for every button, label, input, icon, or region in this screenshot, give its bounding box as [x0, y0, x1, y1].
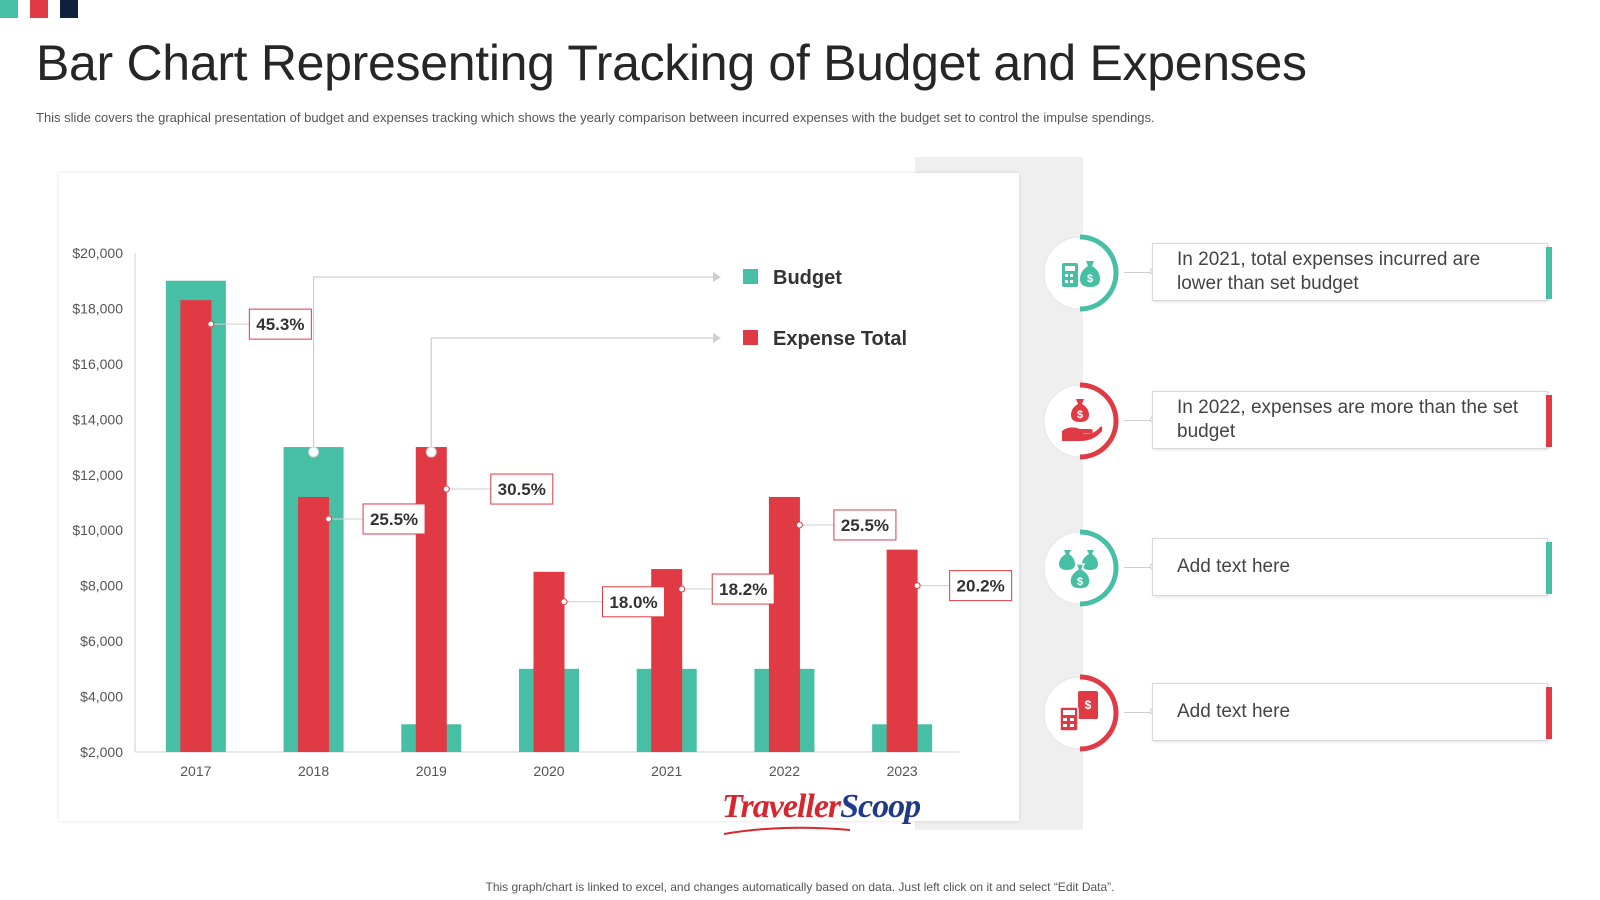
callout-text-box[interactable]: Add text here	[1152, 538, 1548, 596]
callout-2[interactable]: $ In 2022, expenses are more than the se…	[1040, 381, 1560, 461]
expense-bar	[180, 300, 212, 752]
expense-bar	[886, 549, 918, 752]
y-tick-label: $4,000	[80, 689, 123, 705]
x-tick-label: 2022	[769, 763, 800, 779]
expense-bar	[298, 496, 330, 752]
callout-accent-bar	[1546, 687, 1552, 739]
callout-1[interactable]: $ In 2021, total expenses incurred are l…	[1040, 233, 1560, 313]
percent-label: 20.2%	[957, 577, 1005, 596]
legend-arrow	[713, 333, 721, 343]
x-tick-label: 2023	[887, 763, 918, 779]
legend-anchor-dot	[425, 446, 437, 458]
legend-connector	[312, 276, 713, 448]
x-tick-label: 2021	[651, 763, 682, 779]
legend-arrow	[713, 272, 721, 282]
percent-label: 25.5%	[841, 516, 889, 535]
callout-text-box[interactable]: In 2022, expenses are more than the set …	[1152, 391, 1548, 449]
percent-label-box	[248, 308, 312, 340]
footer-note: This graph/chart is linked to excel, and…	[485, 880, 1115, 894]
x-tick-label: 2020	[533, 763, 564, 779]
y-tick-label: $6,000	[80, 633, 123, 649]
bar-chart[interactable]: $2,000 $4,000 $6,000 $8,000 $10,000 $12,000 $1…	[59, 173, 1019, 821]
page-title: Bar Chart Representing Tracking of Budge…	[36, 35, 1307, 91]
percent-marker-dot	[442, 485, 450, 493]
y-tick-label: $8,000	[80, 578, 123, 594]
percent-label-box	[949, 570, 1013, 602]
x-tick-label: 2019	[416, 763, 447, 779]
percent-label: 30.5%	[498, 480, 546, 499]
svg-text:$: $	[1077, 576, 1083, 588]
percent-marker-dot	[913, 582, 921, 590]
percent-marker-dot	[325, 515, 333, 523]
y-tick-label: $14,000	[72, 411, 123, 427]
legend-budget-swatch	[743, 269, 758, 284]
x-tick-label: 2018	[298, 763, 329, 779]
calculator-moneybag-icon: $	[1043, 234, 1119, 312]
page-subtitle: This slide covers the graphical presenta…	[36, 110, 1155, 125]
percent-label: 18.2%	[719, 580, 767, 599]
expense-bar	[768, 496, 800, 752]
corner-square-navy	[60, 0, 78, 18]
callout-text: In 2022, expenses are more than the set …	[1177, 397, 1519, 442]
svg-text:$: $	[1087, 273, 1093, 285]
legend-expense-swatch	[743, 330, 758, 345]
percent-label-box	[362, 503, 426, 535]
hand-moneybag-icon: $	[1043, 382, 1119, 460]
callout-connector	[1124, 420, 1154, 421]
callout-accent-bar	[1546, 542, 1552, 594]
callout-text: In 2021, total expenses incurred are low…	[1177, 249, 1481, 294]
y-tick-label: $16,000	[72, 356, 123, 372]
moneybags-icon: $	[1043, 529, 1119, 607]
traveller-scoop-logo: TravellerScoop	[722, 788, 921, 826]
calculator-document-icon: $	[1043, 674, 1119, 752]
y-tick-label: $12,000	[72, 467, 123, 483]
chart-card[interactable]: $2,000 $4,000 $6,000 $8,000 $10,000 $12,000 $1…	[59, 173, 1019, 821]
percent-label-box	[490, 473, 554, 505]
callout-4[interactable]: $ Add text here	[1040, 673, 1560, 753]
percent-label-box	[711, 573, 775, 605]
callout-3[interactable]: $ Add text here	[1040, 528, 1560, 608]
logo-text-part2: Scoop	[840, 788, 921, 825]
percent-marker-dot	[678, 585, 686, 593]
svg-text:$: $	[1077, 409, 1083, 421]
callout-text: Add text here	[1177, 556, 1291, 577]
corner-square-red	[30, 0, 48, 18]
percent-marker-dot	[560, 598, 568, 606]
callout-text-box[interactable]: In 2021, total expenses incurred are low…	[1152, 243, 1548, 301]
callout-text-box[interactable]: Add text here	[1152, 683, 1548, 741]
svg-text:$: $	[1085, 698, 1092, 712]
corner-square-teal	[0, 0, 18, 18]
x-tick-label: 2017	[180, 763, 211, 779]
callout-connector	[1124, 712, 1154, 713]
y-tick-label: $2,000	[80, 744, 123, 760]
percent-marker-dot	[207, 320, 215, 328]
percent-marker-dot	[795, 521, 803, 529]
callout-connector	[1124, 272, 1154, 273]
percent-label-box	[602, 586, 665, 618]
y-tick-label: $18,000	[72, 300, 123, 316]
percent-label: 18.0%	[609, 593, 657, 612]
percent-label: 25.5%	[370, 510, 418, 529]
legend-anchor-dot	[308, 446, 320, 458]
y-tick-label: $20,000	[72, 245, 123, 261]
callout-text: Add text here	[1177, 701, 1291, 722]
callout-accent-bar	[1546, 247, 1552, 299]
legend-expense-label: Expense Total	[773, 328, 907, 350]
logo-swoosh	[723, 826, 851, 835]
percent-label-box	[833, 509, 897, 541]
callout-connector	[1124, 567, 1154, 568]
expense-bar	[533, 571, 565, 752]
callout-accent-bar	[1546, 395, 1552, 447]
expense-bar	[415, 447, 447, 752]
logo-text-part1: Traveller	[722, 788, 841, 825]
legend-budget-label: Budget	[773, 267, 842, 289]
y-tick-label: $10,000	[72, 522, 123, 538]
percent-label: 45.3%	[256, 315, 304, 334]
legend-connector	[430, 337, 713, 448]
